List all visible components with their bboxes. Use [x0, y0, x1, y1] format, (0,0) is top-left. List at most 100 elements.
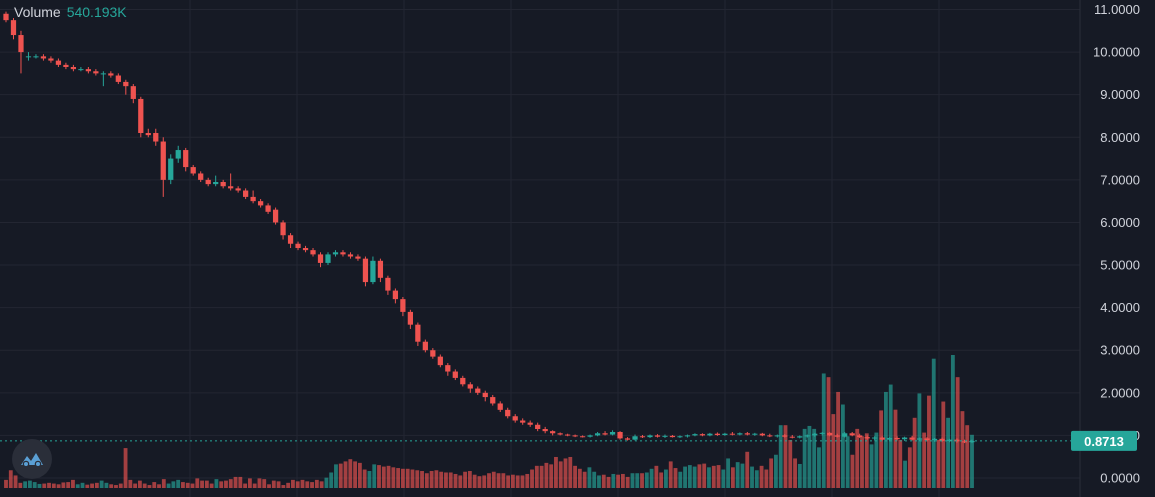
- candle-body: [78, 69, 84, 71]
- volume-bar: [774, 454, 778, 488]
- candle-body: [804, 435, 810, 437]
- candle: [759, 432, 765, 437]
- y-tick-label: 6.0000: [1100, 215, 1140, 230]
- volume-bar: [855, 428, 860, 488]
- volume-bar: [391, 467, 396, 488]
- candle: [699, 433, 706, 437]
- candle: [482, 390, 488, 402]
- candle-body: [789, 436, 795, 438]
- candle-body: [18, 35, 24, 53]
- candle: [535, 422, 541, 432]
- candle-body: [213, 181, 219, 185]
- candle: [250, 190, 256, 204]
- candle: [272, 207, 279, 225]
- candle: [654, 434, 661, 438]
- candle-body: [594, 433, 601, 436]
- volume-bar: [271, 480, 276, 488]
- candle: [565, 433, 571, 437]
- volume-bar: [860, 436, 864, 488]
- candle: [467, 382, 473, 393]
- volume-bar: [291, 479, 295, 488]
- candle: [872, 436, 878, 441]
- volume-bar: [611, 473, 616, 488]
- candle: [789, 434, 795, 439]
- volume-bar: [410, 469, 415, 488]
- volume-bar: [439, 471, 444, 488]
- volume-bar: [884, 391, 888, 488]
- volume-bar: [692, 466, 697, 488]
- volume-bar: [228, 479, 233, 488]
- candle: [310, 248, 316, 257]
- volume-bar: [133, 483, 138, 488]
- candle: [347, 252, 354, 259]
- volume-bar: [558, 461, 563, 488]
- candle-body: [887, 437, 893, 440]
- volume-bar: [482, 475, 487, 488]
- volume-bar: [372, 464, 377, 488]
- y-tick-label: 2.0000: [1100, 385, 1140, 400]
- volume-bar: [506, 475, 511, 488]
- logo-icon[interactable]: [12, 439, 52, 479]
- candle: [707, 432, 713, 437]
- candle: [931, 437, 938, 442]
- candle: [265, 203, 271, 214]
- volume-bar: [903, 460, 907, 488]
- candle: [422, 339, 428, 353]
- volume-bar: [286, 482, 291, 488]
- candle-body: [340, 252, 346, 255]
- y-tick-label: 7.0000: [1100, 172, 1140, 187]
- volume-bar: [166, 483, 171, 488]
- candle-body: [265, 205, 271, 212]
- volume-bar: [338, 463, 343, 488]
- price-axis[interactable]: 11.0000 10.0000 9.0000 8.0000 7.0000 6.0000 5.…: [1079, 0, 1140, 497]
- volume-bar: [334, 464, 338, 488]
- candle: [639, 434, 646, 438]
- candle: [243, 188, 249, 200]
- volume-bar: [840, 404, 845, 488]
- candle: [512, 414, 518, 423]
- volume-bar: [367, 471, 372, 488]
- candle-body: [565, 434, 571, 436]
- volume-bar: [487, 473, 491, 488]
- volume-bar: [491, 471, 496, 488]
- volume-bar: [659, 472, 664, 488]
- volume-legend-label: Volume: [14, 4, 61, 20]
- volume-bar: [960, 411, 965, 488]
- candle-body: [752, 433, 758, 435]
- volume-bar: [616, 474, 621, 488]
- candle-body: [347, 254, 354, 257]
- candle-body: [527, 422, 533, 425]
- volume-bar: [219, 481, 224, 488]
- candle-body: [901, 437, 908, 440]
- volume-bar: [582, 471, 587, 488]
- candle: [752, 432, 758, 436]
- candle-body: [355, 256, 361, 259]
- candle-body: [632, 436, 638, 440]
- candle-body: [183, 150, 189, 168]
- volume-bar: [204, 480, 209, 488]
- candle: [460, 375, 466, 387]
- candle-body: [609, 432, 616, 435]
- volume-bar: [735, 462, 740, 488]
- candle: [684, 434, 691, 438]
- candle-body: [287, 235, 294, 244]
- volume-bar: [888, 384, 893, 488]
- candle-body: [460, 377, 466, 385]
- volume-bar: [678, 471, 683, 488]
- volume-bar: [769, 458, 774, 488]
- volume-bar: [51, 483, 56, 488]
- volume-bar: [970, 434, 974, 488]
- candle-body: [437, 356, 443, 366]
- volume-bar: [80, 482, 85, 488]
- candle: [220, 179, 226, 189]
- volume-bar: [797, 463, 802, 488]
- candle: [946, 438, 953, 443]
- volume-bar: [544, 462, 549, 488]
- candle-body: [797, 436, 803, 438]
- candle-body: [33, 56, 39, 58]
- candle: [452, 369, 458, 381]
- candle-body: [377, 260, 384, 278]
- candle: [774, 434, 780, 438]
- volume-bar: [817, 447, 821, 488]
